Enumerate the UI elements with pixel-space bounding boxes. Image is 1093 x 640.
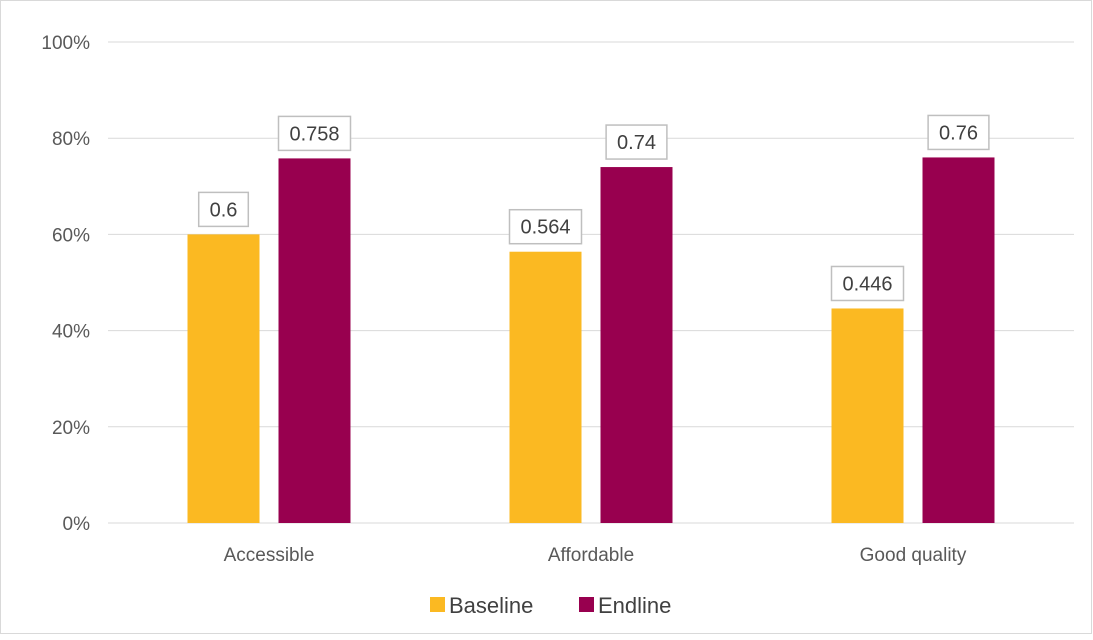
- legend-swatch: [579, 597, 594, 612]
- data-label-box: [508, 208, 583, 245]
- y-tick-label: 80%: [52, 129, 90, 150]
- bar-baseline-good-quality: [831, 308, 904, 523]
- bar-endline-good-quality: [922, 157, 995, 523]
- bar-endline-accessible: [278, 158, 351, 524]
- legend-item-baseline: Baseline: [430, 593, 533, 618]
- x-axis-category-labels: Accessible Affordable Good quality: [224, 545, 967, 566]
- legend-label: Endline: [598, 593, 671, 618]
- data-label-box: [197, 191, 250, 228]
- gridlines: [108, 41, 1074, 524]
- bar-baseline-accessible: [187, 234, 260, 523]
- data-label-box: [277, 115, 352, 152]
- category-label: Affordable: [548, 545, 634, 566]
- data-label-value: 0.74: [617, 132, 656, 154]
- data-label: 0.74: [605, 124, 668, 160]
- y-tick-label: 20%: [52, 418, 90, 439]
- data-label-box: [927, 114, 990, 151]
- y-axis-tick-labels: 0% 20% 40% 60% 80% 100%: [41, 33, 90, 535]
- data-label: 0.564: [508, 208, 583, 245]
- data-label-box: [605, 124, 668, 160]
- data-label-value: 0.6: [210, 199, 238, 221]
- y-tick-label: 100%: [41, 33, 90, 54]
- data-label-box: [830, 265, 905, 302]
- legend-item-endline: Endline: [579, 593, 671, 618]
- bars: [187, 157, 995, 524]
- data-labels: 0.6 0.758 0.564 0.74 0.446 0.76: [197, 114, 990, 302]
- data-label: 0.76: [927, 114, 990, 151]
- data-label: 0.446: [830, 265, 905, 302]
- legend-swatch: [430, 597, 445, 612]
- data-label-value: 0.564: [520, 217, 570, 239]
- bar-endline-affordable: [600, 167, 673, 523]
- category-label: Accessible: [224, 545, 315, 566]
- data-label-value: 0.758: [289, 123, 339, 145]
- legend: Baseline Endline: [430, 593, 671, 618]
- category-label: Good quality: [860, 545, 967, 566]
- legend-label: Baseline: [449, 593, 533, 618]
- y-tick-label: 0%: [63, 514, 91, 535]
- data-label-value: 0.76: [939, 122, 978, 144]
- data-label-value: 0.446: [842, 273, 892, 295]
- bar-baseline-affordable: [509, 251, 582, 523]
- y-tick-label: 40%: [52, 322, 90, 343]
- data-label: 0.758: [277, 115, 352, 152]
- y-tick-label: 60%: [52, 225, 90, 246]
- data-label: 0.6: [197, 191, 250, 228]
